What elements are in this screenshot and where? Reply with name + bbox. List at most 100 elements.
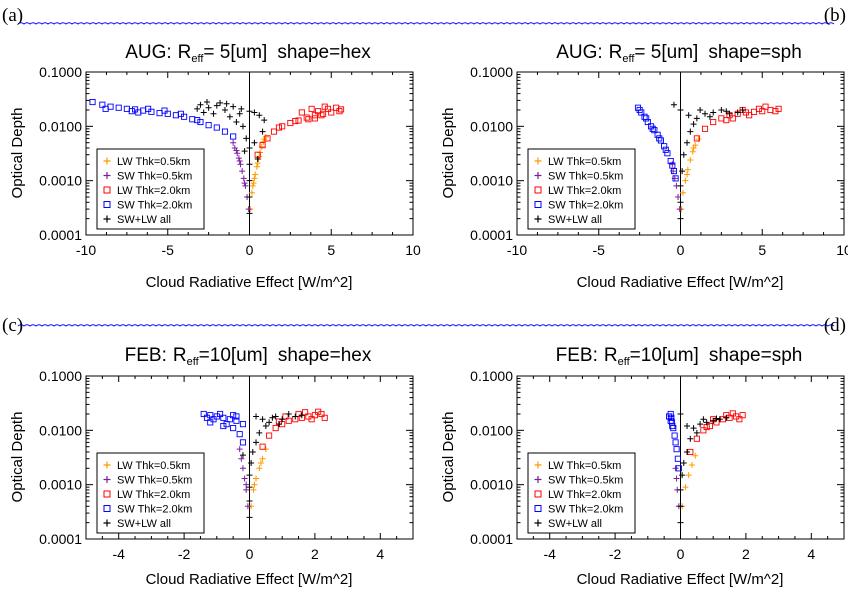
p0-square-marker [259, 142, 266, 149]
p1-square-marker [751, 108, 758, 115]
p1-square-marker [762, 103, 769, 110]
p0-square-marker [338, 106, 345, 113]
p2-legend-label: LW Thk=2.0km [117, 489, 190, 501]
p2-square-marker [230, 412, 237, 419]
panel-a-plot: -10 -5 0 5 10 0.0001 0.0010 0.0100 0.1000 LW Thk=… [39, 64, 421, 258]
p0-plus-marker [252, 171, 259, 178]
panel-tag-b: (b) [824, 5, 846, 26]
p2-plus-marker [279, 416, 286, 423]
panel-c: FEB: Reff=10[um] shape=hex -4 -2 0 2 4 0.0001 0.… [9, 345, 414, 588]
p2-square-marker [230, 425, 237, 432]
p1-plus-marker [687, 128, 694, 135]
p1-square-marker [723, 117, 730, 124]
p2-square-marker [236, 431, 243, 438]
p1-square-marker [767, 106, 774, 114]
p2-plus-marker [246, 498, 253, 505]
p2-plus-marker [246, 514, 253, 521]
p2-legend-label: SW+LW all [117, 518, 171, 530]
p2-plus-marker [259, 455, 266, 462]
p3-plus-marker [679, 472, 686, 479]
panel-c-xlabel: Cloud Radiative Effect [W/m^2] [146, 571, 353, 588]
p2-plus-marker [266, 419, 273, 426]
p3-legend-marker [534, 476, 542, 483]
p0-square-marker [264, 135, 271, 142]
panel-b-ylabel: Optical Depth [440, 108, 457, 199]
p3-legend-label: SW+LW all [548, 518, 602, 530]
p0-square-marker [315, 108, 322, 115]
p1-plus-marker [734, 109, 741, 116]
p1-square-marker [662, 146, 669, 153]
p1-plus-marker [676, 206, 683, 213]
panel-b-reff-value: = 5[um] [634, 42, 698, 63]
p1-square-marker [657, 137, 664, 144]
p3-square-marker [669, 422, 676, 430]
p0-plus-marker [194, 105, 201, 112]
p0-series-2 [254, 103, 345, 158]
p2-series-1 [236, 446, 251, 510]
wavy-separator-top [17, 22, 835, 25]
p3-plus-marker [684, 448, 691, 455]
p2-square-marker [315, 408, 322, 415]
p1-ytick-label: 0.0100 [470, 118, 513, 134]
p2-legend-marker [103, 490, 111, 498]
p1-ytick-label: 0.0010 [470, 173, 513, 189]
p1-ytick-label: 0.1000 [470, 64, 513, 80]
p1-legend-marker [534, 215, 542, 223]
p0-plus-marker [246, 210, 253, 217]
p2-plus-marker [292, 413, 299, 420]
p2-ytick-label: 0.0001 [39, 531, 82, 547]
p0-plus-marker [226, 113, 233, 120]
p1-plus-marker [687, 157, 694, 164]
p2-square-marker [285, 417, 292, 424]
p1-square-marker [636, 106, 643, 114]
p2-plus-marker [243, 486, 250, 493]
p0-square-marker [164, 110, 171, 117]
p3-legend-box [527, 452, 636, 534]
p1-plus-marker [690, 121, 697, 128]
p2-plus-marker [259, 416, 266, 423]
p3-square-marker [670, 425, 677, 432]
p0-plus-marker [217, 99, 224, 106]
p3-plus-marker [700, 416, 707, 423]
p1-xtick-label: 10 [836, 242, 848, 258]
p3-plus-marker [685, 472, 692, 479]
p1-plus-marker [682, 177, 689, 184]
p1-plus-marker [685, 112, 692, 119]
panel-a-reff-value: = 5[um] [203, 42, 267, 63]
p0-legend-marker [103, 215, 111, 223]
p0-plus-marker [239, 168, 246, 175]
p1-square-marker [772, 108, 779, 115]
p1-legend-marker [534, 172, 542, 179]
p2-series-4 [239, 410, 305, 521]
p2-plus-marker [256, 429, 263, 436]
p2-square-marker [311, 412, 318, 419]
p0-square-marker [336, 108, 343, 115]
p0-xtick-label: 5 [327, 242, 335, 258]
p2-plus-marker [272, 413, 279, 420]
p1-square-marker [664, 150, 671, 157]
p0-plus-marker [239, 123, 246, 130]
p0-square-marker [318, 112, 325, 119]
p1-plus-marker [670, 101, 677, 108]
p2-square-marker [282, 413, 289, 420]
p3-xtick-label: 4 [807, 546, 815, 562]
p2-square-marker [223, 421, 230, 428]
p0-square-marker [172, 112, 179, 119]
p0-legend-label: LW Thk=0.5km [117, 156, 190, 168]
p2-plus-marker [236, 446, 243, 453]
p2-square-marker [239, 439, 247, 446]
p2-square-marker [226, 416, 233, 423]
p2-plus-marker [285, 410, 292, 417]
p0-plus-marker [243, 135, 250, 142]
p3-plus-marker [680, 460, 687, 467]
p0-xtick-label: 10 [405, 242, 421, 258]
p2-plus-marker [246, 484, 253, 491]
p0-xtick-label: -5 [162, 242, 175, 258]
p0-square-marker [156, 110, 163, 117]
p2-square-marker [210, 416, 217, 423]
p0-square-marker [99, 101, 106, 108]
p2-square-marker [308, 416, 315, 423]
p2-xtick-label: -4 [112, 546, 125, 562]
p0-plus-marker [197, 101, 204, 108]
p1-plus-marker [693, 115, 700, 122]
